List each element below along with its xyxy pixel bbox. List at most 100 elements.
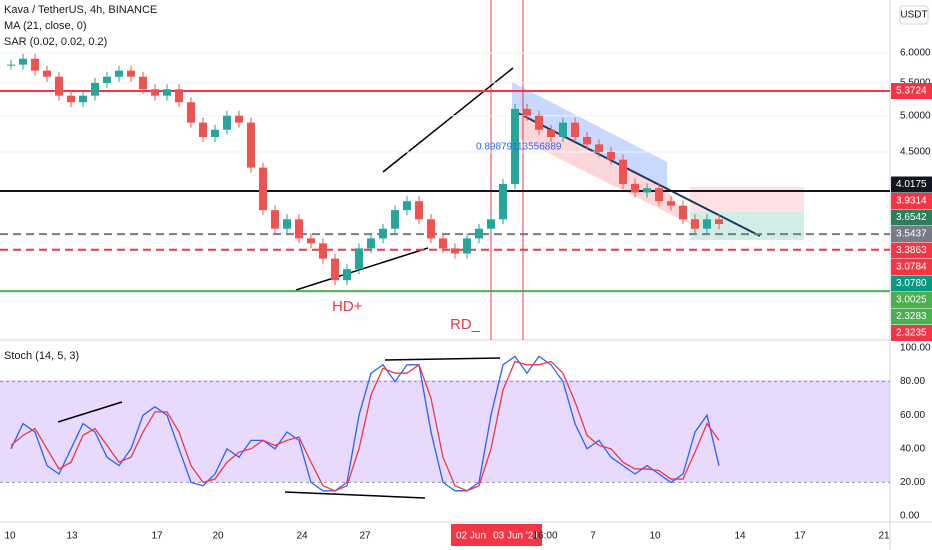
candle (295, 219, 303, 239)
candle (7, 64, 15, 66)
currency-button[interactable] (899, 5, 929, 25)
x-tick-label: 02 Jun (456, 531, 486, 542)
candle (463, 238, 471, 254)
y-tick-label: 100.00 (900, 343, 931, 354)
candle (31, 58, 39, 71)
candle (499, 183, 507, 220)
candle (619, 159, 627, 184)
candle (691, 219, 699, 229)
annotation: HD+ (332, 298, 363, 315)
candle (115, 70, 123, 77)
candle (343, 269, 351, 281)
price-tag (891, 242, 932, 259)
x-tick-label: 03 Jun '21 (493, 531, 539, 542)
candle (55, 76, 63, 96)
candle (211, 129, 219, 137)
annotation: RD_ (450, 316, 481, 333)
trend-line (382, 67, 514, 173)
candle (43, 70, 51, 77)
y-tick-label: 80.00 (900, 376, 925, 387)
candle (643, 188, 651, 193)
candle (487, 219, 495, 229)
candle (475, 228, 483, 239)
symbol-title: Kava / TetherUS, 4h, BINANCE (4, 4, 157, 16)
x-highlight (451, 524, 491, 546)
candle (607, 151, 615, 160)
candle (91, 82, 99, 96)
candle (67, 95, 75, 103)
stoch-title: Stoch (14, 5, 3) (4, 350, 79, 362)
price-tag (891, 325, 932, 341)
candle (595, 144, 603, 152)
candle (139, 76, 147, 90)
candle (223, 115, 231, 130)
price-tag-label: 2.3235 (896, 328, 927, 339)
main-pane (0, 0, 890, 340)
candle (103, 76, 111, 83)
price-tag-label: 4.0175 (896, 179, 927, 190)
candle (367, 238, 375, 249)
y-tick-label: 0.00 (900, 511, 920, 522)
candle (715, 219, 723, 224)
x-tick-label: 21 (878, 531, 890, 542)
candle (199, 122, 207, 137)
y-tick-label: 4.5000 (900, 147, 931, 158)
x-tick-label: 17 (151, 531, 163, 542)
price-tag (891, 83, 932, 99)
candle (439, 238, 447, 249)
candle (703, 219, 711, 229)
x-tick-label: 16:00 (532, 531, 557, 542)
price-tag (891, 292, 932, 308)
candle (583, 136, 591, 145)
price-tag-label: 3.0025 (896, 295, 927, 306)
x-tick-label: 7 (590, 531, 596, 542)
y-tick-label: 20.00 (900, 477, 925, 488)
price-tag (891, 226, 932, 242)
candle (127, 70, 135, 77)
price-tag (891, 176, 932, 193)
price-tag-label: 3.0780 (896, 278, 927, 289)
candle (163, 89, 171, 96)
price-tag (891, 275, 932, 292)
candle (355, 248, 363, 270)
price-tag-label: 3.9314 (896, 196, 927, 207)
x-tick-label: 10 (4, 531, 16, 542)
candle (283, 219, 291, 229)
candle (679, 205, 687, 220)
x-tick-label: 24 (296, 531, 308, 542)
x-tick-label: 27 (359, 531, 371, 542)
x-tick-label: 10 (649, 531, 661, 542)
divergence-line (57, 401, 123, 423)
candle (451, 248, 459, 254)
candle (391, 210, 399, 229)
candle (235, 115, 243, 123)
candle (427, 219, 435, 239)
candle (19, 58, 27, 65)
sar-legend: SAR (0.02, 0.02, 0.2) (4, 36, 107, 48)
candle (151, 89, 159, 96)
stoch-line (10, 355, 720, 492)
candle (547, 129, 555, 137)
x-highlight (490, 524, 542, 546)
y-tick-label: 40.00 (900, 443, 925, 454)
price-tag-label: 3.5437 (896, 229, 927, 240)
divergence-line (384, 357, 501, 361)
candle (79, 95, 87, 103)
candle (175, 89, 183, 103)
currency: USDT (900, 10, 927, 21)
candle (523, 108, 531, 116)
price-tag (891, 259, 932, 275)
price-tag-label: 5.3724 (896, 86, 927, 97)
candle (559, 122, 567, 137)
candle (415, 201, 423, 220)
candle (307, 238, 315, 244)
candle (571, 122, 579, 137)
price-tag (891, 209, 932, 226)
price-tag (891, 193, 932, 209)
candle (259, 167, 267, 211)
candle (247, 122, 255, 168)
candle (187, 102, 195, 123)
candle (331, 258, 339, 281)
x-tick-label: 14 (734, 531, 746, 542)
annotation: 0.89879113556889 (476, 142, 562, 153)
